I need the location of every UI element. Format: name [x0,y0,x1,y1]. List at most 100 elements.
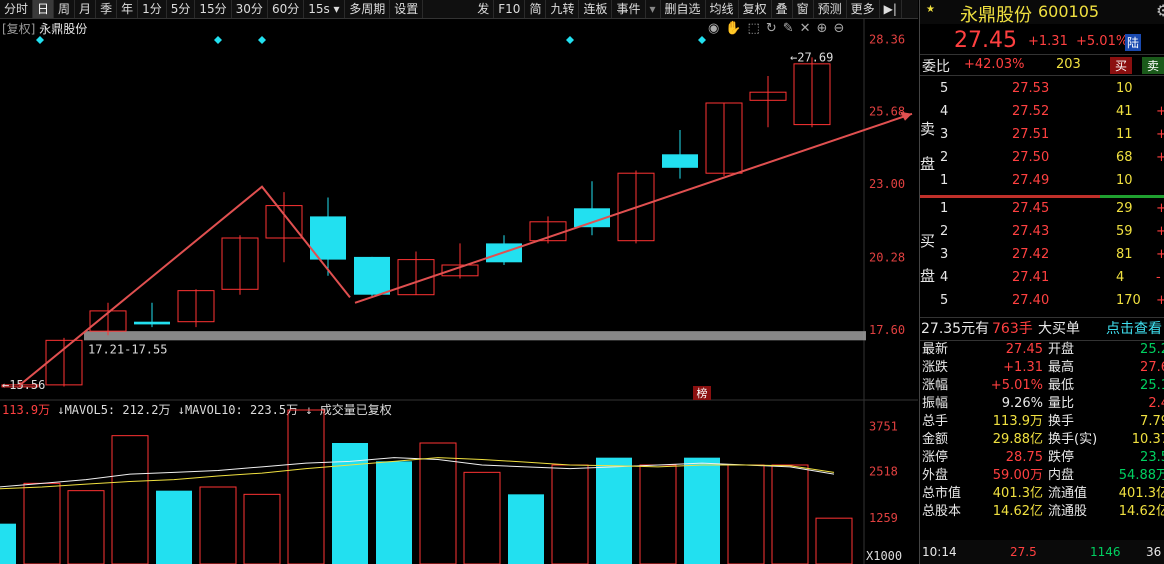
stats-row: 涨跌 +1.31 最高 27.6 [920,359,1164,376]
stats-label-2: 开盘 [1048,342,1075,357]
stats-label-2: 最高 [1048,360,1075,375]
book-volume: 10 [1116,81,1133,96]
order-book-row[interactable]: 2 27.43 59 +3 [920,223,1164,240]
tool-button2-0[interactable]: 删自选 [661,0,706,18]
order-book-row[interactable]: 1 27.49 10 [920,172,1164,189]
bid-book: 1 27.45 29 +2 2 27.43 59 +3 3 27.42 81 +7 4 27.41 4 - 5 2… [920,200,1164,312]
rank-badge [693,386,711,400]
multi-period-button[interactable]: 多周期 [345,0,391,18]
candle-body [574,208,610,228]
tool-button-1[interactable]: F10 [494,0,526,18]
nav-end-button[interactable]: ▶| [880,0,902,18]
tool-button-2[interactable]: 简 [525,0,547,18]
tool-button-0[interactable]: 发 [473,0,495,18]
book-level: 2 [940,150,949,165]
tool-button2-2[interactable]: 复权 [739,0,772,18]
book-price: 27.43 [1012,224,1050,239]
stats-row: 外盘 59.00万 内盘 54.88万 [920,467,1164,484]
big-order-link[interactable]: 点击查看 [1106,321,1162,337]
eye-icon[interactable]: ◉ [708,21,720,36]
order-book-row[interactable]: 5 27.53 10 [920,80,1164,97]
chart-tools: ◉ ✋ ⬚ ↻ ✎ ✕ ⊕ ⊖ [708,21,844,36]
candle-body [89,310,127,332]
tool-button-4[interactable]: 连板 [579,0,613,18]
sell-button[interactable]: 卖 [1142,57,1164,74]
ratio-label: 委比 [922,59,950,75]
period-select[interactable]: 15s ▾ [304,0,346,18]
candle-body [354,256,390,295]
period-tab-3[interactable]: 月 [75,0,97,18]
bid-bar [1100,195,1164,198]
book-change: +2 [1156,201,1164,216]
order-book-row[interactable]: 2 27.50 68 +6 [920,149,1164,166]
book-level: 5 [940,293,949,308]
order-book-row[interactable]: 3 27.51 11 + [920,126,1164,143]
period-tab-4[interactable]: 季 [96,0,118,18]
period-tab-0[interactable]: 分时 [0,0,34,18]
tool-button2-5[interactable]: 预测 [814,0,847,18]
order-book-row[interactable]: 4 27.41 4 - [920,269,1164,286]
order-book-row[interactable]: 4 27.52 41 + [920,103,1164,120]
period-tab-6[interactable]: 1分 [138,0,167,18]
low-price-label: ←15.56 [2,378,45,392]
tool-button-3[interactable]: 九转 [546,0,580,18]
support-zone-label: 17.21-17.55 [88,342,167,356]
stats-row: 涨幅 +5.01% 最低 25.1 [920,377,1164,394]
tool-button2-6[interactable]: 更多 [847,0,880,18]
period-tab-2[interactable]: 周 [54,0,76,18]
volume-bar [551,464,589,564]
pen-icon[interactable]: ✎ [782,21,794,36]
cross-icon[interactable]: ✕ [799,21,811,36]
kline-chart[interactable]: 28.36 25.68 23.00 20.28 17.60 3751 2518 1259 X10… [0,18,918,564]
tool-button2-1[interactable]: 均线 [706,0,739,18]
book-price: 27.41 [1012,270,1050,285]
stats-row: 涨停 28.75 跌停 23.5 [920,449,1164,466]
tick-price: 27.5 [1010,545,1037,559]
draw-icon[interactable]: ↻ [765,21,777,36]
book-level: 1 [940,173,949,188]
buy-side-char-1: 买 [920,232,936,250]
zoom-icon[interactable]: ⬚ [747,21,760,36]
candle-body [177,290,215,323]
price-axis-label: 28.36 [869,32,905,46]
star-icon[interactable]: ★ [926,4,935,15]
tool-button2-4[interactable]: 窗 [793,0,814,18]
book-level: 2 [940,224,949,239]
period-tab-7[interactable]: 5分 [167,0,196,18]
hand-icon[interactable]: ✋ [725,21,742,36]
volume-unit-label: X1000 [866,549,902,563]
book-level: 4 [940,104,949,119]
volume-bar [508,494,544,564]
tick-row: 10:14 27.5 1146 36 [920,540,1164,564]
sell-side-label: 卖 盘 [920,118,938,174]
buy-button[interactable]: 买 [1110,57,1133,74]
period-tab-1[interactable]: 日 [33,0,55,18]
settings-button[interactable]: 设置 [390,0,424,18]
order-book-row[interactable]: 3 27.42 81 +7 [920,246,1164,263]
sell-side-char-1: 卖 [920,120,936,138]
period-tab-9[interactable]: 30分 [232,0,268,18]
stats-label-2: 最低 [1048,378,1075,393]
tool-button2-3[interactable]: 叠 [772,0,793,18]
period-tab-10[interactable]: 60分 [268,0,305,18]
ask-book: 5 27.53 10 4 27.52 41 +3 27.51 11 +2 27.50 68 +6 1 27.… [920,80,1164,192]
order-book-row[interactable]: 1 27.45 29 +2 [920,200,1164,217]
stock-code: 600105 [1038,2,1100,21]
candle-body [793,63,831,126]
zoom-out-icon[interactable]: ⊖ [833,21,845,36]
big-order-volume: 763手 [992,321,1033,337]
period-tab-8[interactable]: 15分 [195,0,232,18]
stats-label-2: 内盘 [1048,468,1075,483]
candle-body [397,259,435,296]
tool-button-5[interactable]: 事件 [612,0,646,18]
gear-icon[interactable]: ⚙ [1156,1,1164,20]
book-volume: 4 [1116,270,1125,285]
period-tab-5[interactable]: 年 [117,0,139,18]
order-book-row[interactable]: 5 27.40 170 +2 [920,292,1164,309]
book-price: 27.50 [1012,150,1050,165]
zoom-in-icon[interactable]: ⊕ [816,21,828,36]
event-arrow-icon[interactable]: ▾ [646,0,661,18]
price-change-pct: +5.01% [1076,34,1129,49]
volume-bar [199,486,237,564]
stats-label: 总股本 [922,504,962,519]
